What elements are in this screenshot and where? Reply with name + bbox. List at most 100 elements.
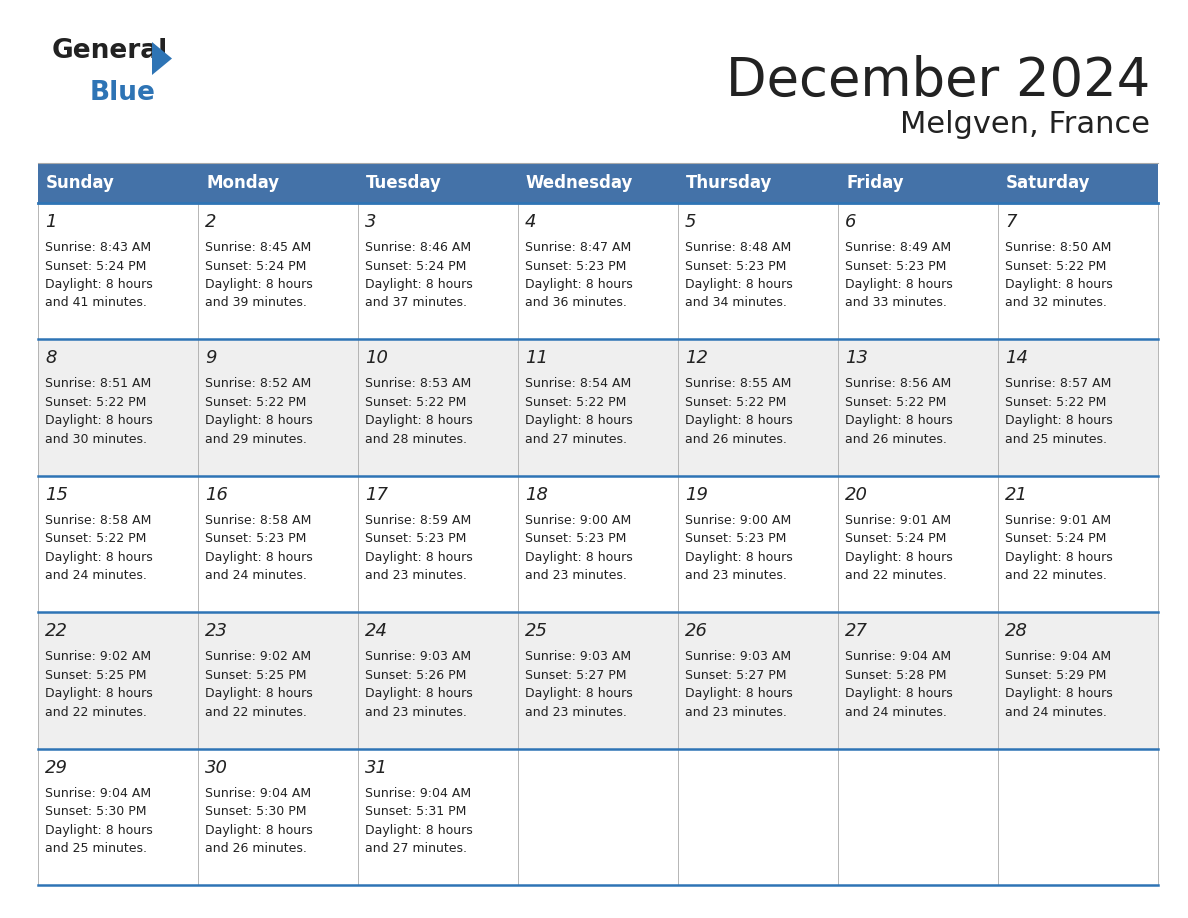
Text: Sunset: 5:22 PM: Sunset: 5:22 PM: [1005, 396, 1106, 409]
Text: Sunrise: 8:56 AM: Sunrise: 8:56 AM: [845, 377, 952, 390]
Text: and 39 minutes.: and 39 minutes.: [206, 297, 307, 309]
Text: Sunset: 5:25 PM: Sunset: 5:25 PM: [206, 668, 307, 682]
Text: Sunrise: 9:03 AM: Sunrise: 9:03 AM: [685, 650, 791, 663]
Text: Sunrise: 9:04 AM: Sunrise: 9:04 AM: [845, 650, 952, 663]
Text: Sunset: 5:22 PM: Sunset: 5:22 PM: [1005, 260, 1106, 273]
Text: Sunrise: 8:57 AM: Sunrise: 8:57 AM: [1005, 377, 1112, 390]
Text: Blue: Blue: [90, 80, 156, 106]
Text: 24: 24: [365, 622, 388, 640]
Text: Sunset: 5:23 PM: Sunset: 5:23 PM: [685, 260, 786, 273]
Text: Sunset: 5:27 PM: Sunset: 5:27 PM: [525, 668, 626, 682]
Text: and 34 minutes.: and 34 minutes.: [685, 297, 786, 309]
Text: Sunset: 5:24 PM: Sunset: 5:24 PM: [365, 260, 467, 273]
Text: and 22 minutes.: and 22 minutes.: [206, 706, 307, 719]
Text: and 32 minutes.: and 32 minutes.: [1005, 297, 1107, 309]
Text: and 29 minutes.: and 29 minutes.: [206, 433, 307, 446]
Text: Sunset: 5:30 PM: Sunset: 5:30 PM: [45, 805, 146, 818]
Text: Sunset: 5:23 PM: Sunset: 5:23 PM: [845, 260, 947, 273]
Text: Sunrise: 8:46 AM: Sunrise: 8:46 AM: [365, 241, 472, 254]
Text: Sunrise: 8:49 AM: Sunrise: 8:49 AM: [845, 241, 952, 254]
Text: Daylight: 8 hours: Daylight: 8 hours: [45, 278, 153, 291]
Text: and 33 minutes.: and 33 minutes.: [845, 297, 947, 309]
Text: Daylight: 8 hours: Daylight: 8 hours: [365, 823, 473, 836]
Text: Sunrise: 8:53 AM: Sunrise: 8:53 AM: [365, 377, 472, 390]
Text: Sunrise: 8:58 AM: Sunrise: 8:58 AM: [206, 514, 311, 527]
Text: Daylight: 8 hours: Daylight: 8 hours: [845, 688, 953, 700]
Text: and 23 minutes.: and 23 minutes.: [525, 706, 627, 719]
Text: Daylight: 8 hours: Daylight: 8 hours: [365, 551, 473, 564]
Text: Sunrise: 9:04 AM: Sunrise: 9:04 AM: [365, 787, 472, 800]
Text: and 28 minutes.: and 28 minutes.: [365, 433, 467, 446]
Text: Daylight: 8 hours: Daylight: 8 hours: [525, 414, 633, 428]
Text: and 36 minutes.: and 36 minutes.: [525, 297, 627, 309]
Text: Daylight: 8 hours: Daylight: 8 hours: [685, 551, 792, 564]
Text: Sunset: 5:22 PM: Sunset: 5:22 PM: [45, 396, 146, 409]
Text: Sunrise: 9:04 AM: Sunrise: 9:04 AM: [1005, 650, 1111, 663]
Text: Saturday: Saturday: [1006, 174, 1091, 192]
Text: Sunrise: 8:43 AM: Sunrise: 8:43 AM: [45, 241, 151, 254]
Text: Daylight: 8 hours: Daylight: 8 hours: [525, 278, 633, 291]
Text: and 30 minutes.: and 30 minutes.: [45, 433, 147, 446]
Text: and 25 minutes.: and 25 minutes.: [1005, 433, 1107, 446]
Bar: [38, 748, 1158, 885]
Text: Daylight: 8 hours: Daylight: 8 hours: [45, 823, 153, 836]
Text: Sunset: 5:22 PM: Sunset: 5:22 PM: [365, 396, 467, 409]
Text: Daylight: 8 hours: Daylight: 8 hours: [685, 414, 792, 428]
Text: Daylight: 8 hours: Daylight: 8 hours: [45, 551, 153, 564]
Text: 2: 2: [206, 213, 216, 231]
Text: and 26 minutes.: and 26 minutes.: [206, 842, 307, 855]
Text: Sunset: 5:29 PM: Sunset: 5:29 PM: [1005, 668, 1106, 682]
Bar: [198, 163, 358, 203]
Text: and 27 minutes.: and 27 minutes.: [365, 842, 467, 855]
Text: and 27 minutes.: and 27 minutes.: [525, 433, 627, 446]
Text: 20: 20: [845, 486, 868, 504]
Text: Daylight: 8 hours: Daylight: 8 hours: [206, 278, 312, 291]
Text: and 24 minutes.: and 24 minutes.: [45, 569, 147, 582]
Text: Sunday: Sunday: [46, 174, 115, 192]
Text: Sunrise: 8:52 AM: Sunrise: 8:52 AM: [206, 377, 311, 390]
Text: Daylight: 8 hours: Daylight: 8 hours: [206, 551, 312, 564]
Bar: [838, 163, 998, 203]
Text: and 41 minutes.: and 41 minutes.: [45, 297, 147, 309]
Bar: [678, 163, 838, 203]
Text: 11: 11: [525, 350, 548, 367]
Bar: [518, 163, 678, 203]
Text: Sunrise: 9:01 AM: Sunrise: 9:01 AM: [845, 514, 952, 527]
Text: Daylight: 8 hours: Daylight: 8 hours: [1005, 278, 1113, 291]
Text: Daylight: 8 hours: Daylight: 8 hours: [845, 414, 953, 428]
Text: and 24 minutes.: and 24 minutes.: [1005, 706, 1107, 719]
Bar: [38, 340, 1158, 476]
Text: and 26 minutes.: and 26 minutes.: [845, 433, 947, 446]
Text: 10: 10: [365, 350, 388, 367]
Text: Daylight: 8 hours: Daylight: 8 hours: [45, 688, 153, 700]
Text: Sunset: 5:22 PM: Sunset: 5:22 PM: [45, 532, 146, 545]
Text: Sunset: 5:23 PM: Sunset: 5:23 PM: [365, 532, 467, 545]
Text: and 22 minutes.: and 22 minutes.: [845, 569, 947, 582]
Text: and 25 minutes.: and 25 minutes.: [45, 842, 147, 855]
Text: and 23 minutes.: and 23 minutes.: [365, 706, 467, 719]
Text: Sunrise: 9:03 AM: Sunrise: 9:03 AM: [365, 650, 472, 663]
Text: Daylight: 8 hours: Daylight: 8 hours: [685, 688, 792, 700]
Text: Daylight: 8 hours: Daylight: 8 hours: [206, 688, 312, 700]
Text: 27: 27: [845, 622, 868, 640]
Text: Daylight: 8 hours: Daylight: 8 hours: [45, 414, 153, 428]
Text: 22: 22: [45, 622, 68, 640]
Text: 29: 29: [45, 758, 68, 777]
Text: 16: 16: [206, 486, 228, 504]
Text: Sunrise: 8:55 AM: Sunrise: 8:55 AM: [685, 377, 791, 390]
Text: Sunrise: 9:02 AM: Sunrise: 9:02 AM: [45, 650, 151, 663]
Text: Daylight: 8 hours: Daylight: 8 hours: [206, 414, 312, 428]
Text: and 37 minutes.: and 37 minutes.: [365, 297, 467, 309]
Text: Monday: Monday: [206, 174, 279, 192]
Text: 9: 9: [206, 350, 216, 367]
Text: Wednesday: Wednesday: [526, 174, 633, 192]
Text: Thursday: Thursday: [685, 174, 772, 192]
Text: Sunset: 5:24 PM: Sunset: 5:24 PM: [45, 260, 146, 273]
Text: Melgven, France: Melgven, France: [901, 110, 1150, 139]
Text: Daylight: 8 hours: Daylight: 8 hours: [845, 551, 953, 564]
Text: 12: 12: [685, 350, 708, 367]
Text: and 23 minutes.: and 23 minutes.: [685, 569, 786, 582]
Text: Sunrise: 8:50 AM: Sunrise: 8:50 AM: [1005, 241, 1112, 254]
Text: Sunset: 5:23 PM: Sunset: 5:23 PM: [206, 532, 307, 545]
Text: Sunrise: 9:02 AM: Sunrise: 9:02 AM: [206, 650, 311, 663]
